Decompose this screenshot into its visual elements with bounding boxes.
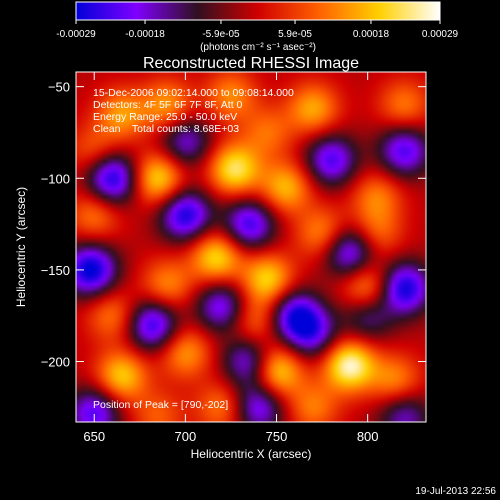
x-tick-label: 650 xyxy=(83,429,105,444)
colorbar-gradient xyxy=(75,1,441,21)
chart-title: Reconstructed RHESSI Image xyxy=(143,55,359,72)
annotation-time-range: 15-Dec-2006 09:02:14.000 to 09:08:14.000 xyxy=(93,87,294,99)
colorbar-tick-label: 0.00018 xyxy=(353,29,390,40)
colorbar-tick-label: 5.9e-05 xyxy=(278,29,312,40)
annotation-peak-position: Position of Peak = [790,-202] xyxy=(93,399,228,411)
annotation-clean-counts: Clean Total counts: 8.68E+03 xyxy=(93,123,239,135)
y-axis-label: Heliocentric Y (arcsec) xyxy=(14,187,28,307)
colorbar-units: (photons cm⁻² s⁻¹ asec⁻²) xyxy=(200,42,316,53)
footer-timestamp: 19-Jul-2013 22:56 xyxy=(415,486,496,497)
colorbar-tick-label: -0.00029 xyxy=(56,29,96,40)
colorbar-tick-label: 0.00029 xyxy=(422,29,459,40)
y-tick-label: −50 xyxy=(48,80,70,95)
annotations: 15-Dec-2006 09:02:14.000 to 09:08:14.000… xyxy=(93,87,294,411)
heatmap-image xyxy=(76,72,426,422)
plot-frame xyxy=(75,71,427,423)
colorbar-tick-label: -0.00018 xyxy=(125,29,165,40)
colorbar-ticks: -0.00029 -0.00018 -5.9e-05 5.9e-05 0.00018 0.… xyxy=(56,20,459,40)
y-tick-label: −150 xyxy=(41,263,70,278)
colorbar-tick-label: -5.9e-05 xyxy=(202,29,240,40)
x-axis-label: Heliocentric X (arcsec) xyxy=(191,447,312,461)
x-axis-ticks: 650 700 750 800 xyxy=(83,72,379,444)
annotation-energy-range: Energy Range: 25.0 - 50.0 keV xyxy=(93,111,237,123)
colorbar: -0.00029 -0.00018 -5.9e-05 5.9e-05 0.00018 0.… xyxy=(56,1,459,53)
x-tick-label: 700 xyxy=(175,429,197,444)
x-tick-label: 800 xyxy=(357,429,379,444)
y-tick-label: −200 xyxy=(41,355,70,370)
x-tick-label: 750 xyxy=(266,429,288,444)
y-axis-ticks: −50 −100 −150 −200 xyxy=(41,80,426,370)
y-tick-label: −100 xyxy=(41,171,70,186)
annotation-detectors: Detectors: 4F 5F 6F 7F 8F, Att 0 xyxy=(93,99,243,111)
